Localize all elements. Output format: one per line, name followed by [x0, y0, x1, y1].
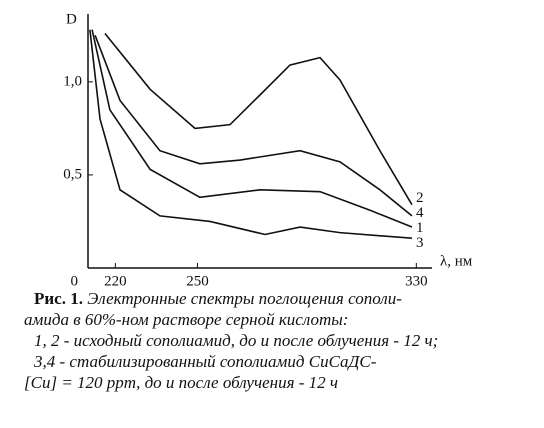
- x-tick-label: 250: [186, 273, 209, 289]
- caption-line: 1, 2 - исходный сополиамид, до и после о…: [34, 331, 439, 350]
- series-line: [91, 29, 413, 228]
- caption-text: Электронные спектры поглощения сополи-: [82, 289, 402, 308]
- y-tick-label: 0: [71, 273, 79, 289]
- y-tick-label: 1,0: [63, 73, 82, 89]
- series-label: 3: [416, 235, 424, 251]
- caption-line: [Cu] = 120 ppm, до и после облучения - 1…: [24, 373, 338, 392]
- caption-line: амида в 60%-ном растворе серной кислоты:: [24, 310, 349, 329]
- series-label: 2: [416, 190, 424, 206]
- series-label: 1: [416, 220, 424, 236]
- caption: Рис. 1. Электронные спектры поглощения с…: [24, 288, 524, 393]
- series-line: [89, 29, 413, 240]
- y-axis-label: D: [66, 11, 77, 27]
- y-tick-label: 0,5: [63, 166, 82, 182]
- caption-line: Рис. 1. Электронные спектры поглощения с…: [24, 288, 524, 309]
- series-line: [104, 32, 413, 206]
- x-tick-label: 220: [104, 273, 127, 289]
- caption-line: 3,4 - стабилизированный сополиамид СиСаД…: [34, 352, 377, 371]
- caption-label: Рис. 1.: [34, 289, 83, 308]
- x-axis-label: λ, нм: [440, 253, 473, 269]
- series-line: [94, 35, 413, 217]
- series-label: 4: [416, 205, 424, 221]
- x-tick-label: 330: [405, 273, 428, 289]
